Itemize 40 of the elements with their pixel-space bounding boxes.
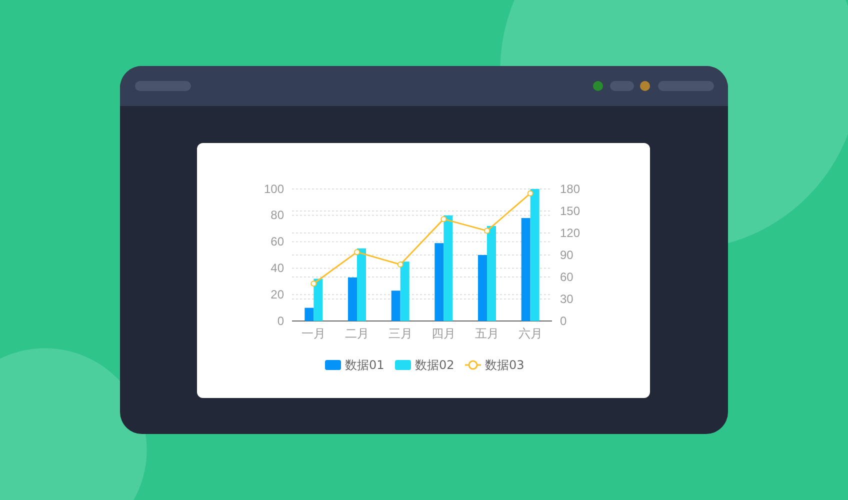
bar xyxy=(487,226,496,321)
y2-tick-label: 0 xyxy=(560,314,567,328)
point xyxy=(397,262,404,268)
x-tick-label: 五月 xyxy=(475,326,499,341)
y-tick-label: 60 xyxy=(270,234,284,249)
y-tick-label: 20 xyxy=(270,287,284,302)
point xyxy=(484,228,490,234)
x-tick-label: 三月 xyxy=(388,326,412,341)
bar xyxy=(304,308,314,321)
legend-label: 数据02 xyxy=(415,358,454,372)
bar xyxy=(391,290,400,321)
y-tick-label: 100 xyxy=(264,182,284,196)
bar xyxy=(357,248,366,321)
y2-tick-label: 60 xyxy=(560,270,574,284)
y2-tick-label: 150 xyxy=(560,204,580,218)
bar xyxy=(434,243,444,321)
bar xyxy=(314,278,323,321)
y-tick-label: 0 xyxy=(277,314,284,328)
y2-tick-label: 30 xyxy=(560,292,574,306)
y2-tick-label: 120 xyxy=(560,226,580,240)
x-tick-label: 四月 xyxy=(432,326,456,341)
point xyxy=(310,280,317,287)
y-tick-label: 80 xyxy=(270,208,284,222)
point xyxy=(527,190,534,196)
bar xyxy=(521,218,530,321)
y-tick-label: 40 xyxy=(270,261,284,276)
x-tick-label: 六月 xyxy=(518,326,542,341)
bar xyxy=(444,215,453,321)
bar xyxy=(348,277,357,321)
legend-label: 数据03 xyxy=(485,358,524,372)
bar xyxy=(530,189,540,321)
legend-label: 数据01 xyxy=(345,358,384,372)
y2-tick-label: 180 xyxy=(560,182,580,196)
x-tick-label: 二月 xyxy=(345,326,369,341)
bar xyxy=(478,255,487,321)
point xyxy=(440,216,447,222)
point xyxy=(354,249,360,256)
bar xyxy=(400,262,410,321)
x-tick-label: 一月 xyxy=(302,326,326,341)
y2-tick-label: 90 xyxy=(560,248,574,262)
